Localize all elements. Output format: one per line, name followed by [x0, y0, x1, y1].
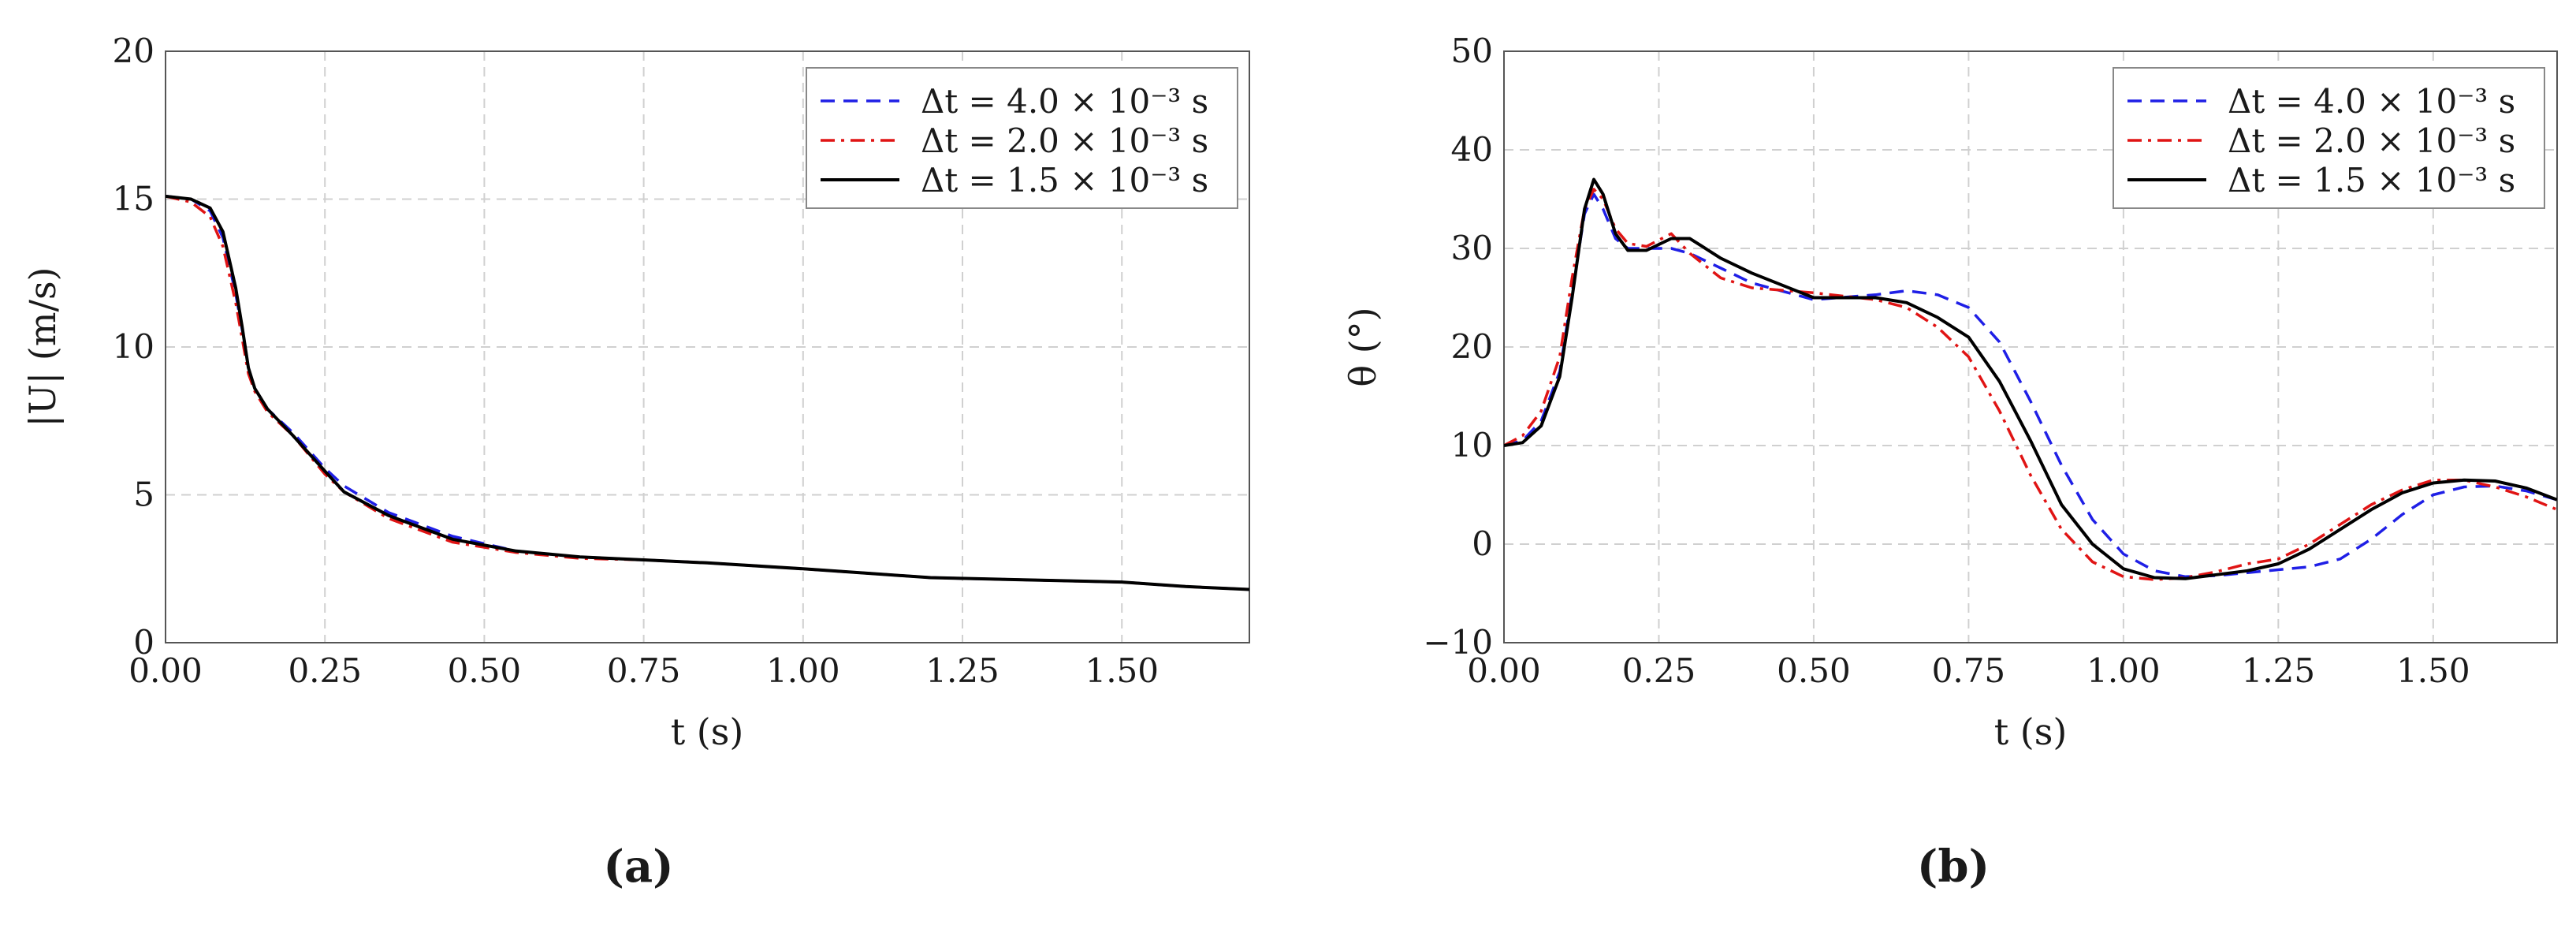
y-tick-label: 20 [1451, 327, 1493, 366]
chart-a: 0.00 0.25 0.50 0.75 1.00 1.25 1.50 0 5 10 15 20 t … [21, 32, 1250, 893]
x-tick-label: 1.50 [2396, 651, 2470, 690]
x-tick-label: 1.00 [2086, 651, 2161, 690]
legend-b: Δt = 4.0 × 10⁻³ sΔt = 2.0 × 10⁻³ sΔt = 1… [2113, 67, 2545, 209]
legend-entry: Δt = 2.0 × 10⁻³ s [921, 121, 1208, 160]
legend-box-b [2113, 67, 2545, 209]
y-axis-label-b: θ (°) [1342, 307, 1384, 386]
y-tick-label: 30 [1451, 229, 1493, 267]
y-ticks-b: −10 0 10 20 30 40 50 [1423, 32, 1493, 662]
legend-box-a [806, 67, 1238, 209]
y-tick-label: 0 [133, 623, 154, 662]
x-tick-label: 0.50 [448, 651, 522, 690]
series-group-b [1504, 177, 2557, 581]
chart-b: 0.00 0.25 0.50 0.75 1.00 1.25 1.50 −10 0 10 20 30 4… [1342, 32, 2558, 893]
y-tick-label: 10 [113, 327, 154, 366]
x-tick-label: 0.00 [1467, 651, 1541, 690]
legend-entry: Δt = 4.0 × 10⁻³ s [921, 82, 1208, 121]
legend-entry: Δt = 2.0 × 10⁻³ s [2228, 121, 2515, 160]
legend-entry: Δt = 1.5 × 10⁻³ s [2228, 161, 2515, 200]
x-tick-label: 0.25 [1622, 651, 1696, 690]
legend-a: Δt = 4.0 × 10⁻³ sΔt = 2.0 × 10⁻³ sΔt = 1… [806, 67, 1238, 209]
x-tick-label: 1.00 [766, 651, 840, 690]
x-ticks-a: 0.00 0.25 0.50 0.75 1.00 1.25 1.50 [128, 651, 1159, 690]
x-tick-label: 0.00 [128, 651, 203, 690]
x-tick-label: 1.50 [1085, 651, 1159, 690]
series-line-a-1 [166, 195, 1249, 591]
series-line-b-3 [1504, 177, 2557, 580]
y-tick-label: 5 [133, 476, 154, 514]
series-line-b-1 [1504, 192, 2557, 579]
y-axis-label-a: |U| (m/s) [21, 267, 64, 427]
panel-label-b: (b) [1917, 841, 1990, 893]
y-tick-label: 50 [1451, 32, 1493, 70]
x-tick-label: 0.75 [607, 651, 681, 690]
series-line-a-3 [166, 194, 1249, 591]
y-tick-label: 20 [113, 32, 154, 70]
plot-frame-a [165, 50, 1250, 643]
series-line-a-2 [166, 195, 1249, 591]
plot-frame-b [1503, 50, 2558, 643]
y-tick-label: 15 [113, 180, 154, 218]
panel-label-a: (a) [603, 841, 673, 893]
y-tick-label: 10 [1451, 426, 1493, 464]
x-ticks-b: 0.00 0.25 0.50 0.75 1.00 1.25 1.50 [1467, 651, 2470, 690]
series-group-a [166, 194, 1249, 591]
x-tick-label: 0.25 [288, 651, 362, 690]
y-ticks-a: 0 5 10 15 20 [113, 32, 154, 662]
y-tick-label: 40 [1451, 130, 1493, 169]
series-line-b-2 [1504, 188, 2557, 581]
x-tick-label: 1.25 [925, 651, 1000, 690]
y-tick-label: 0 [1472, 524, 1493, 563]
y-tick-label: −10 [1423, 623, 1493, 662]
legend-entry: Δt = 4.0 × 10⁻³ s [2228, 82, 2515, 121]
x-tick-label: 0.75 [1932, 651, 2006, 690]
x-axis-label-b: t (s) [1994, 711, 2068, 753]
legend-entry: Δt = 1.5 × 10⁻³ s [921, 161, 1208, 200]
x-axis-label-a: t (s) [671, 711, 744, 753]
x-tick-label: 1.25 [2242, 651, 2316, 690]
x-tick-label: 0.50 [1777, 651, 1851, 690]
